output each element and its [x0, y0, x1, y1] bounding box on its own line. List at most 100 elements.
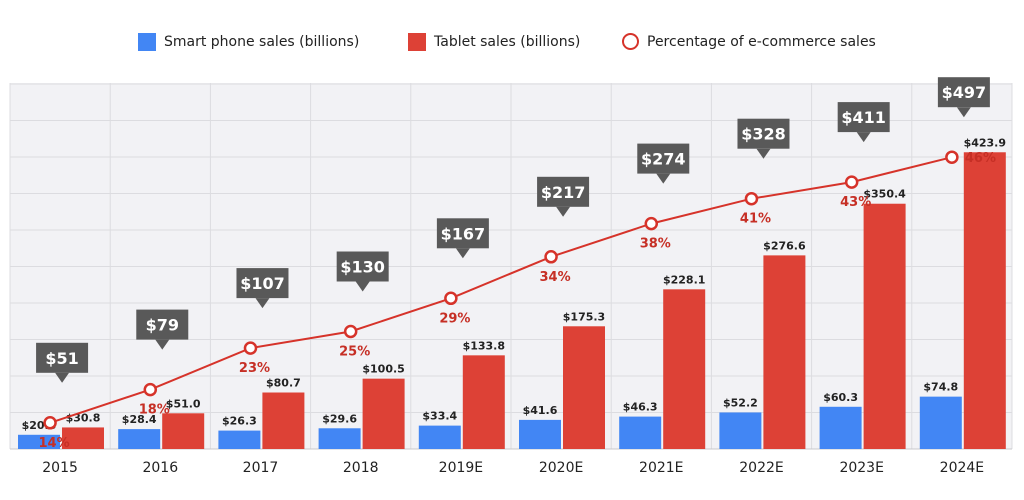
data-label-phone: $52.2	[723, 396, 758, 409]
data-label-tablet: $100.5	[362, 363, 404, 376]
pct-marker	[343, 324, 358, 339]
legend-label-phone: Smart phone sales (billions)	[164, 34, 360, 50]
bar-phone	[218, 430, 261, 449]
x-tick-label: 2022E	[739, 460, 783, 476]
callout-pointer	[556, 206, 571, 217]
bar-phone	[919, 396, 962, 449]
callout-value: $130	[340, 258, 385, 277]
pct-label: 25%	[339, 345, 370, 360]
callout-pointer	[255, 298, 270, 309]
pct-label: 18%	[139, 403, 170, 418]
bar-phone	[719, 412, 762, 449]
data-label-phone: $60.3	[823, 391, 858, 404]
callout-box	[837, 102, 890, 133]
callout-value: $217	[541, 183, 586, 202]
callout-value: $328	[741, 125, 786, 144]
x-tick-label: 2020E	[539, 460, 583, 476]
data-label-tablet: $30.8	[66, 411, 101, 424]
bar-phone	[18, 434, 60, 449]
pct-label: 29%	[439, 311, 470, 326]
callout-box	[737, 118, 790, 149]
legend-item-pct: Percentage of e-commerce sales	[622, 33, 876, 50]
data-label-tablet: $51.0	[166, 397, 201, 410]
data-label-tablet: $133.8	[463, 339, 505, 352]
data-label-phone: $33.4	[422, 410, 457, 423]
pct-line	[49, 156, 953, 424]
pct-label: 43%	[840, 195, 871, 210]
callout-pointer	[55, 372, 70, 383]
callout-value: $167	[441, 224, 486, 243]
callout-box	[537, 176, 590, 207]
bar-tablet	[162, 413, 205, 449]
callout-pointer	[455, 248, 470, 259]
callout-box	[937, 77, 990, 108]
bar-phone	[819, 406, 862, 449]
bar-phone	[118, 429, 161, 449]
callout-value: $274	[641, 150, 686, 169]
callout-value: $79	[146, 316, 179, 335]
legend-swatch-phone	[138, 33, 156, 51]
data-label-tablet: $423.9	[964, 136, 1006, 149]
x-tick-label: 2024E	[940, 460, 984, 476]
pct-marker	[444, 291, 458, 306]
data-label-tablet: $175.3	[563, 310, 605, 323]
pct-label: 41%	[740, 212, 771, 227]
callout-value: $51	[45, 349, 78, 368]
callout-box	[136, 309, 189, 340]
callout-pointer	[756, 148, 771, 159]
legend-item-phone: Smart phone sales (billions)	[138, 33, 359, 51]
pct-marker	[43, 416, 57, 430]
legend-swatch-tablet	[408, 33, 426, 51]
x-tick-label: 2018	[343, 460, 379, 476]
pct-label: 14%	[39, 436, 70, 451]
data-label-phone: $28.4	[122, 413, 157, 426]
data-label-tablet: $276.6	[763, 239, 806, 252]
pct-label: 34%	[540, 270, 571, 285]
callout-pointer	[155, 339, 170, 350]
x-tick-label: 2019E	[439, 460, 483, 476]
data-label-phone: $29.6	[322, 412, 357, 425]
legend-label-tablet: Tablet sales (billions)	[434, 34, 581, 50]
pct-label: 38%	[640, 237, 671, 252]
bar-phone	[318, 428, 361, 449]
pct-marker	[945, 150, 959, 164]
data-label-tablet: $350.4	[863, 188, 906, 201]
bar-tablet	[462, 355, 505, 449]
callout-value: $411	[841, 108, 886, 127]
bar-phone	[418, 425, 461, 449]
callout-box	[236, 268, 289, 299]
bar-tablet	[763, 255, 806, 449]
callout-box	[36, 342, 89, 373]
callout-pointer	[656, 173, 671, 184]
pct-marker	[243, 341, 258, 355]
bar-tablet	[663, 289, 706, 449]
x-tick-label: 2023E	[839, 460, 883, 476]
legend-label-pct: Percentage of e-commerce sales	[647, 33, 876, 50]
bar-tablet	[863, 203, 906, 449]
pct-marker	[143, 382, 158, 397]
x-tick-label: 2021E	[639, 460, 683, 476]
legend-item-tablet: Tablet sales (billions)	[408, 33, 580, 51]
callout-box	[637, 143, 690, 174]
data-label-phone: $41.6	[523, 404, 558, 417]
pct-marker	[744, 191, 759, 206]
chart-legend: Smart phone sales (billions) Tablet sale…	[0, 33, 1024, 55]
pct-marker	[644, 216, 659, 231]
bar-tablet	[963, 152, 1006, 449]
data-label-tablet: $80.7	[266, 377, 301, 390]
x-tick-label: 2017	[243, 460, 279, 476]
legend-marker-pct	[622, 33, 639, 50]
callout-box	[436, 218, 489, 249]
pct-label: 23%	[239, 361, 270, 376]
bar-phone	[619, 416, 662, 449]
pct-marker	[544, 250, 558, 264]
data-label-phone: $74.8	[923, 381, 958, 394]
bar-tablet	[362, 378, 405, 449]
callout-box	[336, 251, 389, 282]
callout-value: $497	[942, 83, 987, 102]
bar-phone	[519, 419, 561, 449]
callout-pointer	[956, 107, 971, 118]
bar-tablet	[262, 392, 305, 449]
pct-label: 46%	[965, 151, 996, 166]
